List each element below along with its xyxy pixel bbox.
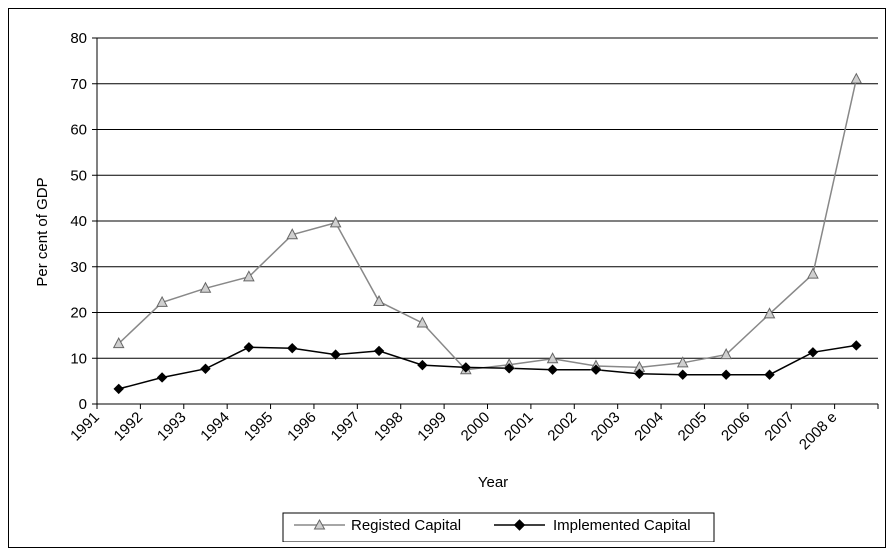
legend-label-registed: Registed Capital	[351, 517, 461, 534]
data-point-implemented	[547, 364, 558, 375]
data-point-implemented	[677, 369, 688, 380]
data-point-implemented	[590, 364, 602, 375]
data-point-implemented	[764, 369, 775, 380]
legend-label-implemented: Implemented Capital	[553, 517, 691, 534]
data-point-registed	[243, 270, 255, 282]
data-point-registed	[112, 337, 125, 349]
x-tick-label: 1999	[414, 409, 450, 445]
data-point-implemented	[417, 359, 428, 371]
data-point-registed	[850, 72, 863, 84]
x-tick-label: 2005	[675, 409, 711, 445]
x-tick-label: 1993	[154, 409, 190, 445]
data-point-registed	[329, 216, 342, 228]
data-point-registed	[676, 356, 689, 368]
x-tick-label: 1994	[197, 409, 233, 445]
legend-box	[282, 512, 715, 542]
y-tick-label: 10	[70, 350, 87, 367]
y-tick-label: 60	[70, 122, 87, 139]
y-axis: 0 10 20 30 40 50 60 70 80	[70, 30, 98, 413]
data-point-registed	[807, 267, 819, 279]
data-point-implemented	[460, 362, 472, 373]
series-markers	[112, 72, 863, 395]
data-point-implemented	[113, 383, 124, 395]
legend-marker-diamond-icon	[513, 519, 526, 531]
x-tick-label: 1996	[284, 409, 320, 445]
data-point-registed	[763, 307, 776, 319]
x-tick-label: 1995	[241, 409, 277, 445]
y-tick-label: 0	[79, 396, 87, 413]
y-tick-label: 40	[70, 213, 87, 230]
data-point-implemented	[503, 363, 515, 374]
x-tick-label: 2006	[718, 409, 754, 445]
y-tick-label: 70	[70, 76, 87, 93]
x-tick-label: 2004	[631, 409, 667, 445]
legend-marker-triangle-icon	[313, 518, 326, 530]
legend: Registed Capital Implemented Capital	[282, 512, 715, 542]
gridlines	[97, 37, 878, 359]
y-tick-label: 80	[70, 30, 87, 47]
x-axis: 1991 1992 1993 1994 1995 1996 1997 1998 1999 2000…	[67, 403, 879, 453]
data-point-implemented	[851, 340, 862, 351]
y-tick-label: 20	[70, 305, 87, 322]
x-tick-label: 1991	[67, 409, 103, 445]
series-line-0	[118, 79, 858, 371]
series-line-1	[118, 344, 857, 390]
data-point-registed	[416, 316, 429, 328]
x-tick-label: 1998	[371, 409, 407, 445]
data-point-implemented	[287, 342, 298, 354]
data-point-implemented	[330, 349, 341, 360]
data-point-implemented	[634, 368, 645, 380]
x-tick-label: 2007	[761, 409, 797, 445]
data-point-implemented	[720, 369, 732, 380]
x-tick-label: 2000	[458, 409, 494, 445]
data-point-implemented	[243, 342, 255, 353]
data-point-implemented	[807, 347, 819, 358]
x-tick-label: 1992	[111, 409, 147, 445]
data-point-registed	[286, 228, 299, 240]
data-point-registed	[546, 352, 559, 364]
data-point-implemented	[156, 372, 168, 383]
x-tick-label: 2001	[501, 409, 537, 445]
y-tick-label: 50	[70, 167, 87, 184]
data-point-registed	[720, 348, 732, 360]
series-lines	[118, 79, 858, 390]
data-point-implemented	[200, 363, 211, 374]
data-point-implemented	[373, 345, 385, 357]
data-point-registed	[199, 281, 212, 293]
y-axis-title: Per cent of GDP	[34, 177, 51, 286]
x-tick-label: 1997	[328, 409, 364, 445]
y-tick-label: 30	[70, 259, 87, 276]
x-tick-label: 2002	[544, 409, 580, 445]
x-axis-title: Year	[478, 474, 508, 491]
data-point-registed	[373, 294, 385, 307]
x-tick-label: 2008 e	[796, 409, 840, 453]
x-tick-label: 2003	[588, 409, 624, 445]
data-point-registed	[156, 295, 168, 307]
